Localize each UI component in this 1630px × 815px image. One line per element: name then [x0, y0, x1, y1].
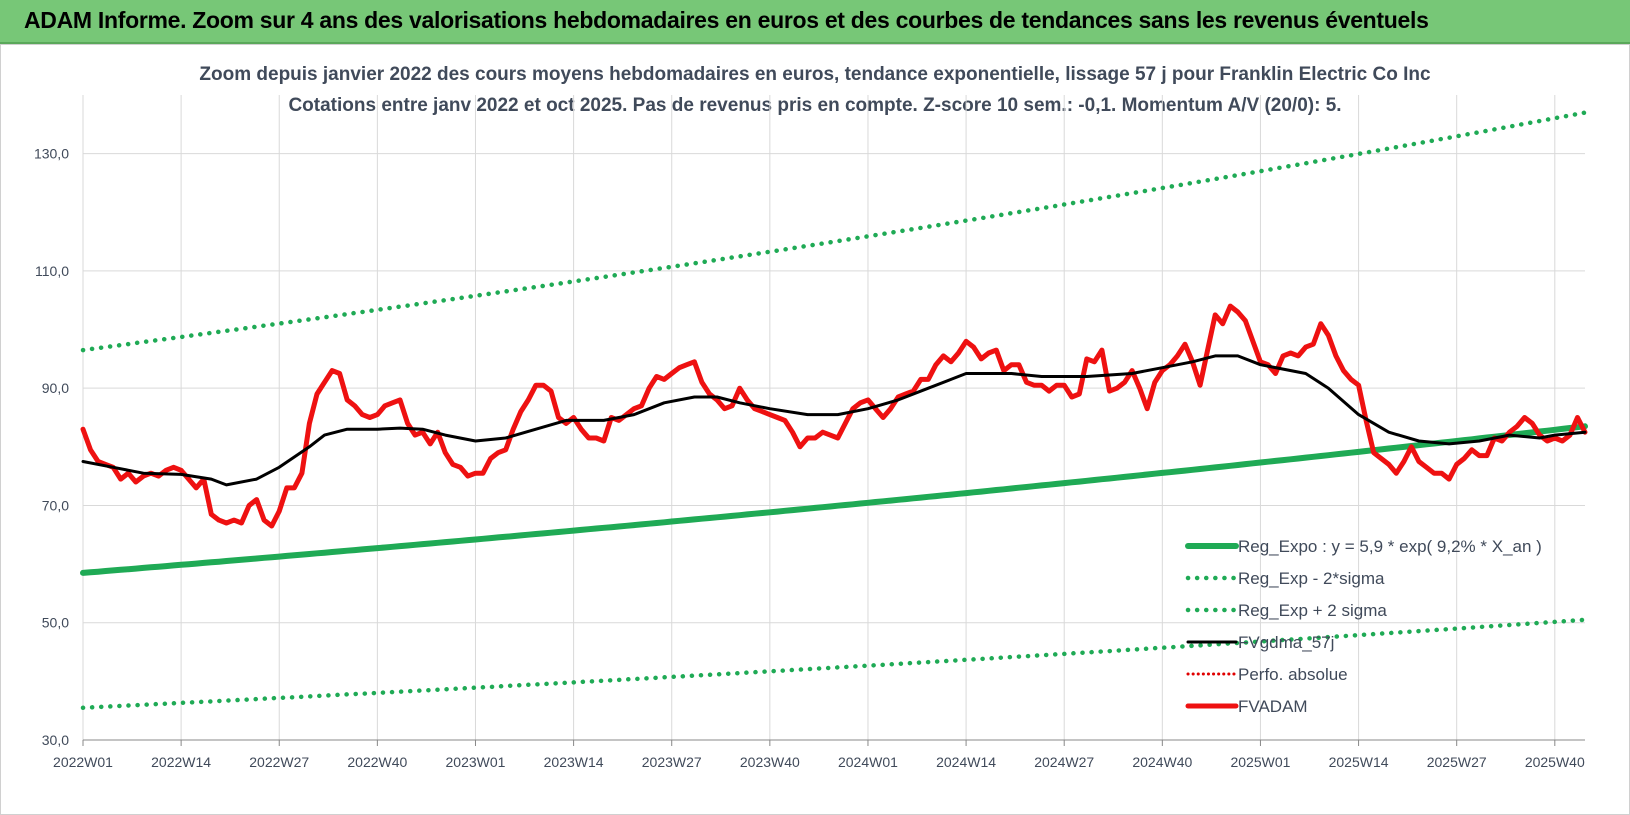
x-tick-label: 2022W27 [249, 754, 309, 770]
y-tick-label: 110,0 [35, 263, 69, 279]
legend-label: FVgdma_57j [1238, 633, 1334, 652]
legend-label: Reg_Expo : y = 5,9 * exp( 9,2% * X_an ) [1238, 537, 1542, 556]
series-lower-band [80, 617, 1588, 711]
x-tick-label: 2025W01 [1230, 754, 1290, 770]
x-tick-label: 2025W14 [1329, 754, 1389, 770]
x-tick-label: 2024W40 [1132, 754, 1192, 770]
x-tick-label: 2022W01 [53, 754, 113, 770]
y-tick-label: 90,0 [42, 380, 69, 396]
x-tick-label: 2022W40 [347, 754, 407, 770]
series-fvadam [80, 303, 1588, 529]
x-tick-label: 2024W14 [936, 754, 996, 770]
legend-label: Perfo. absolue [1238, 665, 1348, 684]
series-fvgdma [81, 354, 1587, 487]
x-tick-label: 2025W40 [1525, 754, 1585, 770]
x-tick-label: 2024W01 [838, 754, 898, 770]
x-tick-label: 2023W40 [740, 754, 800, 770]
series-reg-expo [80, 423, 1588, 576]
x-tick-label: 2022W14 [151, 754, 211, 770]
y-tick-label: 70,0 [42, 497, 69, 513]
legend-label: FVADAM [1238, 697, 1308, 716]
banner-title: ADAM Informe. Zoom sur 4 ans des valoris… [24, 7, 1429, 33]
legend-label: Reg_Exp - 2*sigma [1238, 569, 1385, 588]
x-tick-label: 2025W27 [1427, 754, 1487, 770]
y-tick-label: 50,0 [42, 615, 69, 631]
x-tick-label: 2023W14 [544, 754, 604, 770]
series-upper-band [80, 110, 1588, 353]
y-tick-label: 30,0 [42, 732, 69, 748]
header-banner: ADAM Informe. Zoom sur 4 ans des valoris… [0, 0, 1630, 44]
chart-title: Zoom depuis janvier 2022 des cours moyen… [199, 64, 1431, 85]
legend-label: Reg_Exp + 2 sigma [1238, 601, 1387, 620]
x-tick-label: 2024W27 [1034, 754, 1094, 770]
x-tick-label: 2023W01 [446, 754, 506, 770]
chart-subtitle: Cotations entre janv 2022 et oct 2025. P… [288, 95, 1342, 116]
x-tick-label: 2023W27 [642, 754, 702, 770]
y-tick-label: 130,0 [34, 146, 69, 162]
